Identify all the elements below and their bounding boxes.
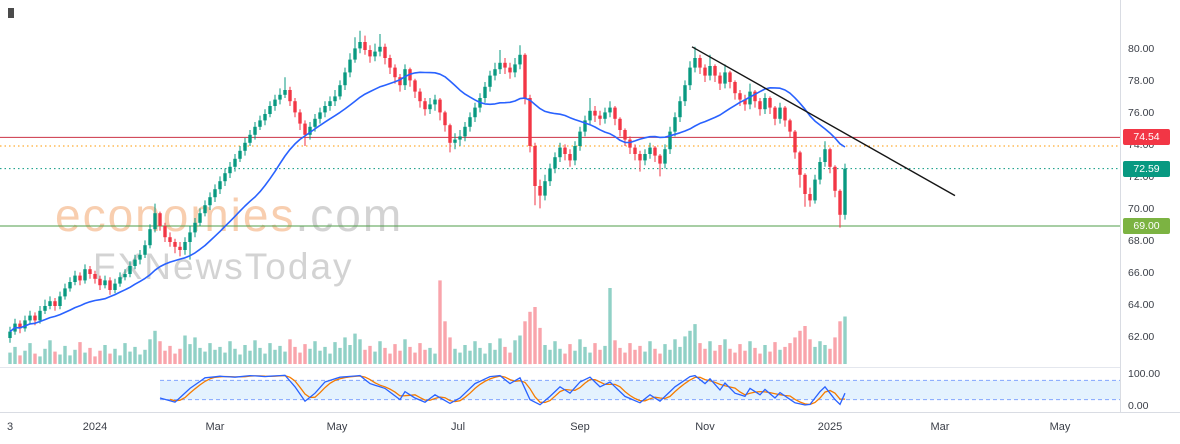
price-axis-label: 66.00 <box>1128 267 1155 279</box>
time-axis-label: Jul <box>450 421 466 433</box>
time-axis[interactable]: 3 2024 Mar May Jul Sep Nov 2025 Mar May <box>0 412 1180 444</box>
price-badge: 69.00 <box>1123 218 1170 234</box>
time-axis-label: Nov <box>695 421 715 433</box>
price-axis-label: 76.00 <box>1128 107 1155 119</box>
time-axis-label: Mar <box>205 421 225 433</box>
candlestick-series <box>8 30 847 343</box>
oscillator-axis-label: 100.00 <box>1128 368 1161 380</box>
price-axis[interactable]: 80.0078.0076.0074.0072.0070.0068.0066.00… <box>1120 0 1180 444</box>
price-axis-label: 68.00 <box>1128 235 1155 247</box>
price-badge: 72.59 <box>1123 160 1170 177</box>
stochastic-k-line[interactable] <box>159 374 846 406</box>
time-axis-label: May <box>326 421 348 433</box>
price-axis-label: 78.00 <box>1128 75 1155 87</box>
oscillator-axis-label: 0.00 <box>1128 400 1149 412</box>
time-axis-label: 3 <box>6 421 14 433</box>
volume-series <box>8 280 847 365</box>
pane-divider[interactable] <box>0 367 1120 368</box>
price-axis-label: 70.00 <box>1128 203 1155 215</box>
descending-trendline[interactable] <box>691 46 956 197</box>
time-axis-label: Mar <box>930 421 950 433</box>
price-axis-label: 62.00 <box>1128 331 1155 343</box>
time-axis-label: May <box>1049 421 1071 433</box>
time-axis-label: 2025 <box>817 421 843 433</box>
time-axis-label: 2024 <box>82 421 108 433</box>
moving-average-line[interactable] <box>9 71 846 333</box>
time-axis-label: Sep <box>570 421 590 433</box>
price-badge: 74.54 <box>1123 129 1170 146</box>
stochastic-band <box>160 379 1120 401</box>
chart-logo-icon <box>8 8 14 18</box>
price-axis-label: 80.00 <box>1128 43 1155 55</box>
price-axis-label: 64.00 <box>1128 299 1155 311</box>
